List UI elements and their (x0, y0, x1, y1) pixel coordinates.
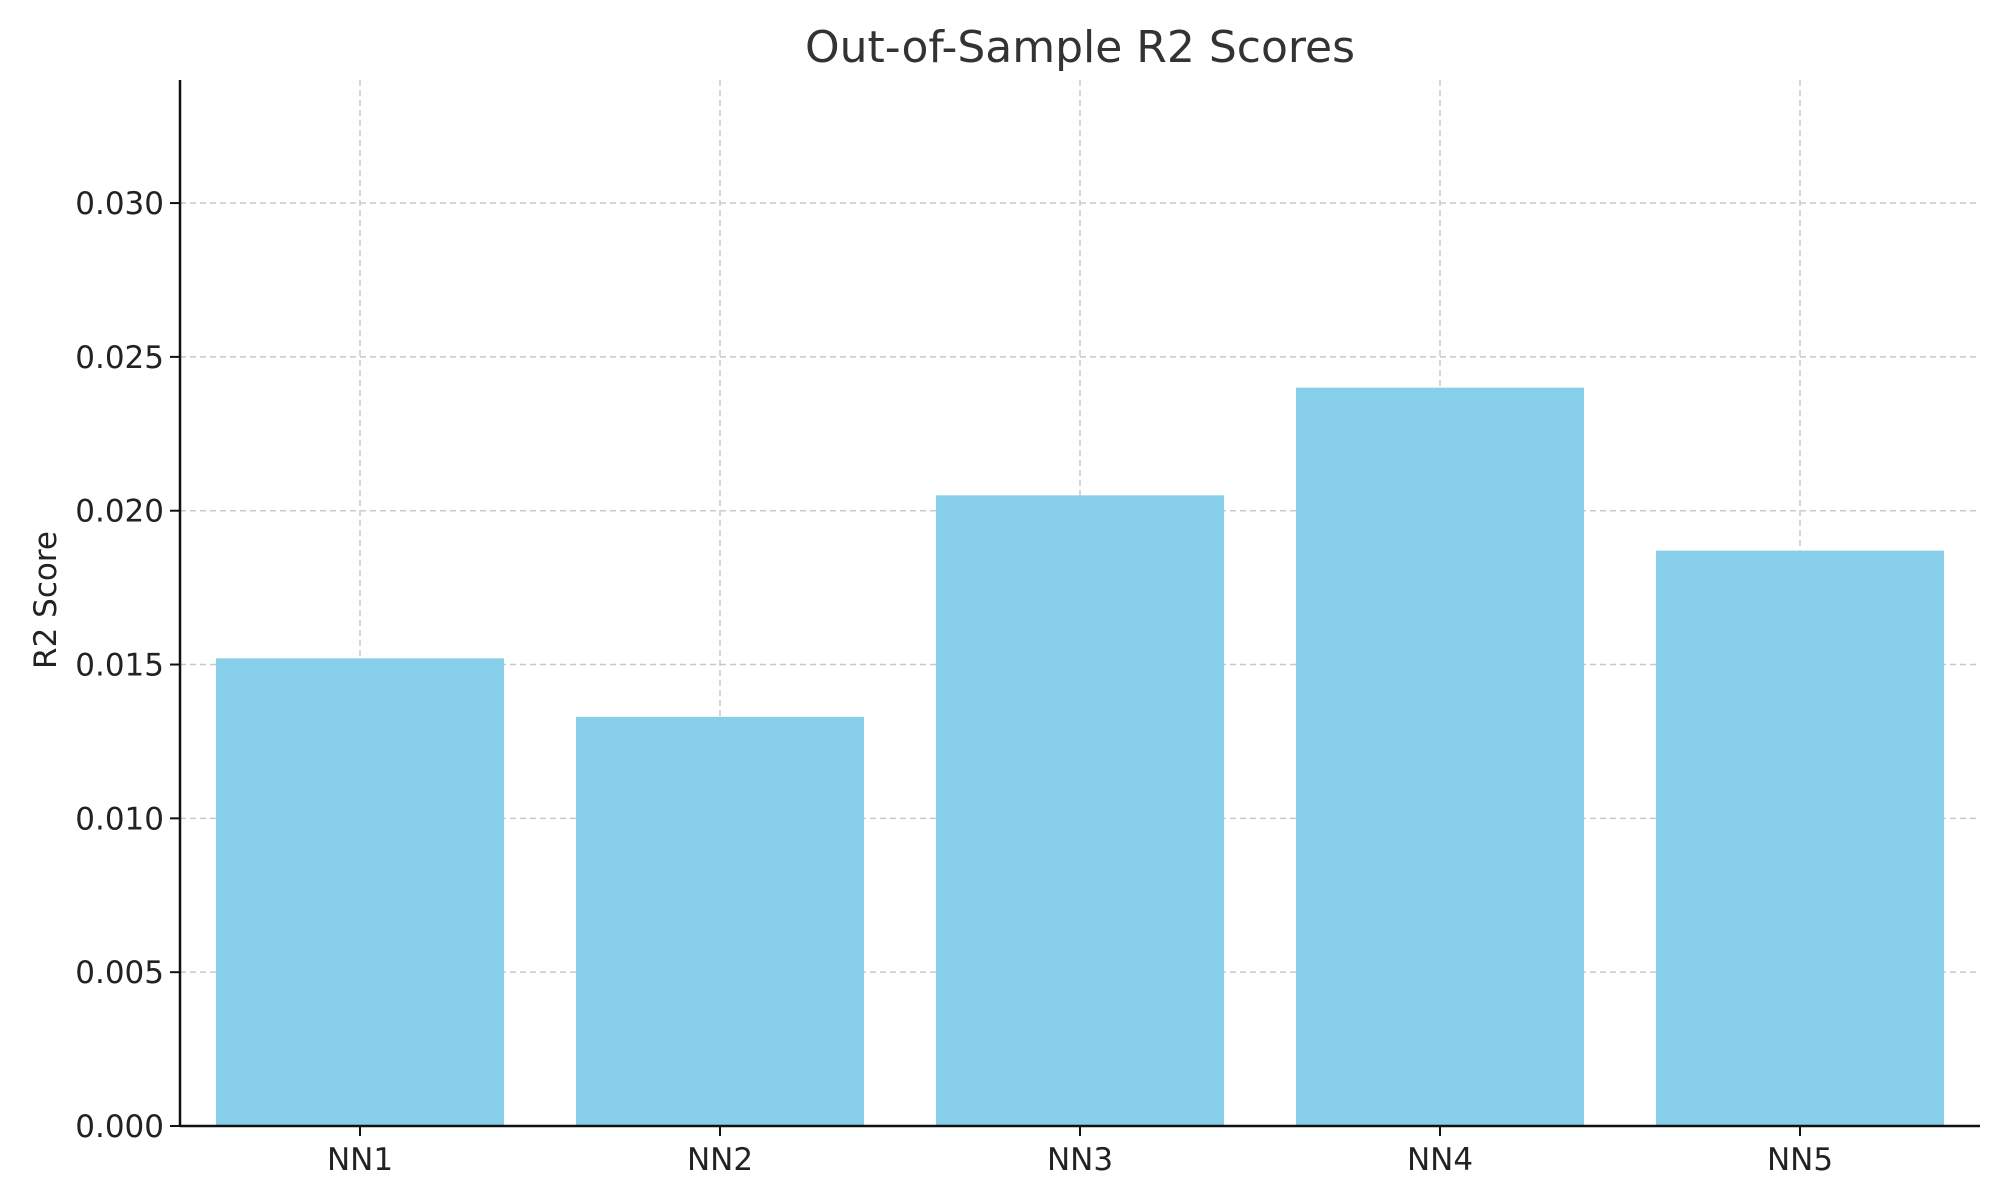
x-tick-label: NN3 (1047, 1142, 1113, 1178)
bar-nn4 (1296, 387, 1584, 1126)
y-tick-label: 0.000 (75, 1109, 164, 1145)
x-tick-label: NN5 (1767, 1142, 1833, 1178)
bar-nn1 (216, 658, 504, 1126)
y-tick-label: 0.005 (75, 955, 164, 991)
bar-nn3 (936, 495, 1224, 1127)
x-tick-label: NN1 (327, 1142, 393, 1178)
y-tick-label: 0.020 (75, 494, 164, 530)
chart-title: Out-of-Sample R2 Scores (805, 22, 1355, 73)
x-tick-label: NN2 (687, 1142, 753, 1178)
y-axis-label: R2 Score (28, 531, 64, 669)
y-tick-label: 0.025 (75, 340, 164, 376)
y-tick-label: 0.030 (75, 186, 164, 222)
bar-nn5 (1656, 550, 1944, 1126)
bar-nn2 (576, 716, 864, 1126)
axis-layer: 0.000 0.005 0.010 0.015 0.020 0.025 0.030 NN1 NN… (75, 80, 1980, 1178)
bar-layer (216, 387, 1944, 1127)
y-tick-label: 0.015 (75, 648, 164, 684)
x-tick-label: NN4 (1407, 1142, 1473, 1178)
y-tick-label: 0.010 (75, 801, 164, 837)
